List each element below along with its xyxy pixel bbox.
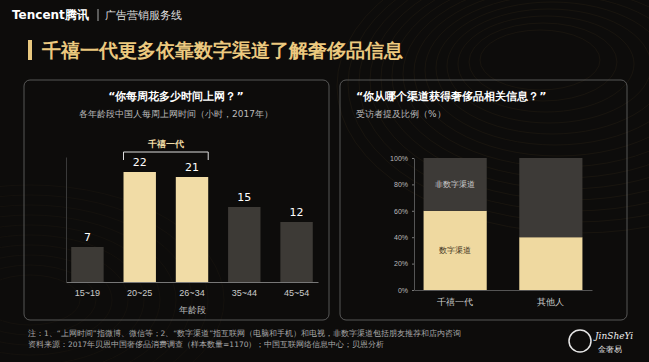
tick-label: 26~34 [179,288,204,298]
tick-label: 20% [394,260,408,267]
tick-label: 35~44 [232,288,257,298]
data-label: 12 [290,206,304,219]
tick: 35~44 [232,282,257,298]
tick-label: 40% [394,234,408,241]
data-label: 22 [133,156,147,169]
tick: 20% [394,260,414,267]
tick-mark [412,158,414,159]
swirl [403,0,649,167]
series-label: 非数字渠道 [435,180,475,189]
tick: 0% [398,287,414,294]
tick: 40% [394,234,414,241]
watermark: JinSheYi [593,331,633,341]
plot [424,158,583,290]
tick-label: 千禧一代 [437,297,473,307]
axis-line [414,159,415,291]
footnote: 注：1、“上网时间”指微博、微信等；2、“数字渠道”指互联网（电脑和手机）和电视… [28,329,461,338]
bar [71,247,103,282]
tick-label: 100% [390,155,408,162]
tick-label: 其他人 [537,297,564,307]
swirl [480,30,600,90]
swirl [359,0,649,211]
tick-mark [412,290,414,291]
tick-mark [412,211,414,212]
chart-subtitle: 受访者提及比例（%） [356,109,446,119]
tick-label: 80% [394,181,408,188]
brand: Tencent腾讯 [12,8,89,22]
tick-label: 45~54 [284,288,309,298]
swirl [447,9,649,123]
logo [569,330,591,352]
tick: 15~19 [75,282,100,298]
swirl [337,0,649,233]
bar [228,207,260,282]
bar-segment [519,158,582,237]
annotation: 千禧一代 [147,139,184,149]
swirl [392,0,649,178]
tick: 80% [394,181,414,188]
axis-line [415,290,593,291]
footnote: 资料来源：2017年贝恩中国奢侈品消费调查（样本数量=1170）；中国互联网络信… [28,340,384,349]
axis-line [66,158,67,283]
swirl [0,245,128,355]
data-label: 21 [185,161,199,174]
swirl [0,205,192,362]
tick: 26~34 [179,282,204,298]
tick: 45~54 [284,282,309,298]
tick-label: 20~25 [127,288,152,298]
tick-label: 0% [398,287,408,294]
title: 千禧一代更多依靠数字渠道了解奢侈品信息 [41,39,403,61]
decoration [0,0,649,362]
chart-title: “你从哪个渠道获得奢侈品相关信息？” [356,90,546,103]
tick-label: 60% [394,208,408,215]
bracket [124,152,209,160]
bar [280,222,312,282]
swirl [414,0,649,156]
tick: 其他人 [537,290,564,307]
bar-segment [519,237,582,290]
y-axis: 0% 20% 40% 60% 80% 100% [390,155,414,294]
axis-line [67,282,319,283]
tick-label: 15~19 [75,288,100,298]
chart-subtitle: 各年龄段中国人每周上网时间（小时，2017年） [79,109,273,119]
watermark: 金奢易 [598,345,622,354]
slide: Tencent腾讯 广告营销服务线千禧一代更多依靠数字渠道了解奢侈品信息 “你每周花… [0,0,649,362]
tick: 100% [390,155,414,162]
swirl [348,0,649,222]
swirl [425,0,649,145]
tick-mark [412,237,414,238]
x-axis: 15~19 20~25 26~34 35~44 45~54 [67,282,319,298]
swirl [436,2,649,134]
tick: 千禧一代 [437,290,473,307]
data-label: 15 [237,191,251,204]
tick-mark [412,264,414,265]
plot [71,172,313,282]
bar [176,177,208,282]
header-divider [98,9,99,21]
chart-title: “你每周花多少时间上网？” [108,90,243,103]
unit: 广告营销服务线 [105,9,182,22]
x-axis: 千禧一代 其他人 [415,290,593,307]
panel [340,80,627,320]
tick: 20~25 [127,282,152,298]
bar [124,172,156,282]
axis-title: 年龄段 [179,305,206,315]
data-label: 7 [84,231,91,244]
bar-segment [424,211,487,290]
background [0,0,649,362]
series-label: 数字渠道 [439,246,471,255]
tick: 60% [394,208,414,215]
title-marker [28,40,32,60]
bar-segment [424,158,487,211]
tick-mark [412,184,414,185]
panel [24,80,329,320]
y-axis [66,158,67,283]
